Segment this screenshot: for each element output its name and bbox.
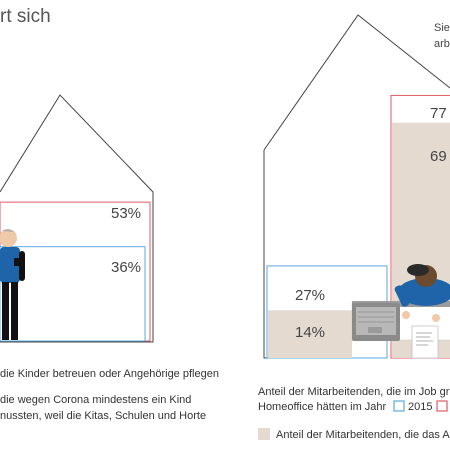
note-line-1: Sieb [434, 22, 450, 34]
right-bar-fill-small [268, 310, 352, 358]
left-value-blue: 36% [111, 259, 142, 276]
legend-2015-swatch [393, 400, 405, 412]
legend-text-1: Anteil der Mitarbeitenden, die im Job gr [258, 386, 450, 398]
right-value-red: 77 [430, 105, 447, 122]
legend-red-swatch [436, 400, 448, 412]
right-value-fill-small: 14% [295, 324, 326, 341]
legend-fill-swatch [258, 428, 270, 440]
person-standing [0, 229, 25, 340]
legend-year-2015: 2015 [408, 401, 433, 413]
note-line-2: arb [434, 38, 450, 50]
left-caption-2a: die wegen Corona mindestens ein Kind [0, 394, 192, 406]
left-value-red: 53% [111, 205, 142, 222]
legend-fill-text: Anteil der Mitarbeitenden, die das A [276, 429, 450, 441]
right-value-fill-big: 69 [430, 148, 447, 165]
page-title: rt sich [0, 6, 51, 27]
legend-prefix: Homeoffice hätten im Jahr [258, 401, 387, 413]
left-caption-2b: nussten, weil die Kitas, Schulen und Hor… [0, 410, 207, 422]
desk-scene [351, 264, 450, 359]
legend-text-2: Homeoffice hätten im Jahr [258, 401, 386, 413]
right-house-roof [263, 14, 450, 151]
right-value-2015: 27% [295, 287, 326, 304]
left-bar-blue [0, 246, 146, 342]
left-caption-1: die Kinder betreuen oder Angehörige pfle… [0, 368, 219, 380]
left-house-outline [0, 94, 154, 343]
